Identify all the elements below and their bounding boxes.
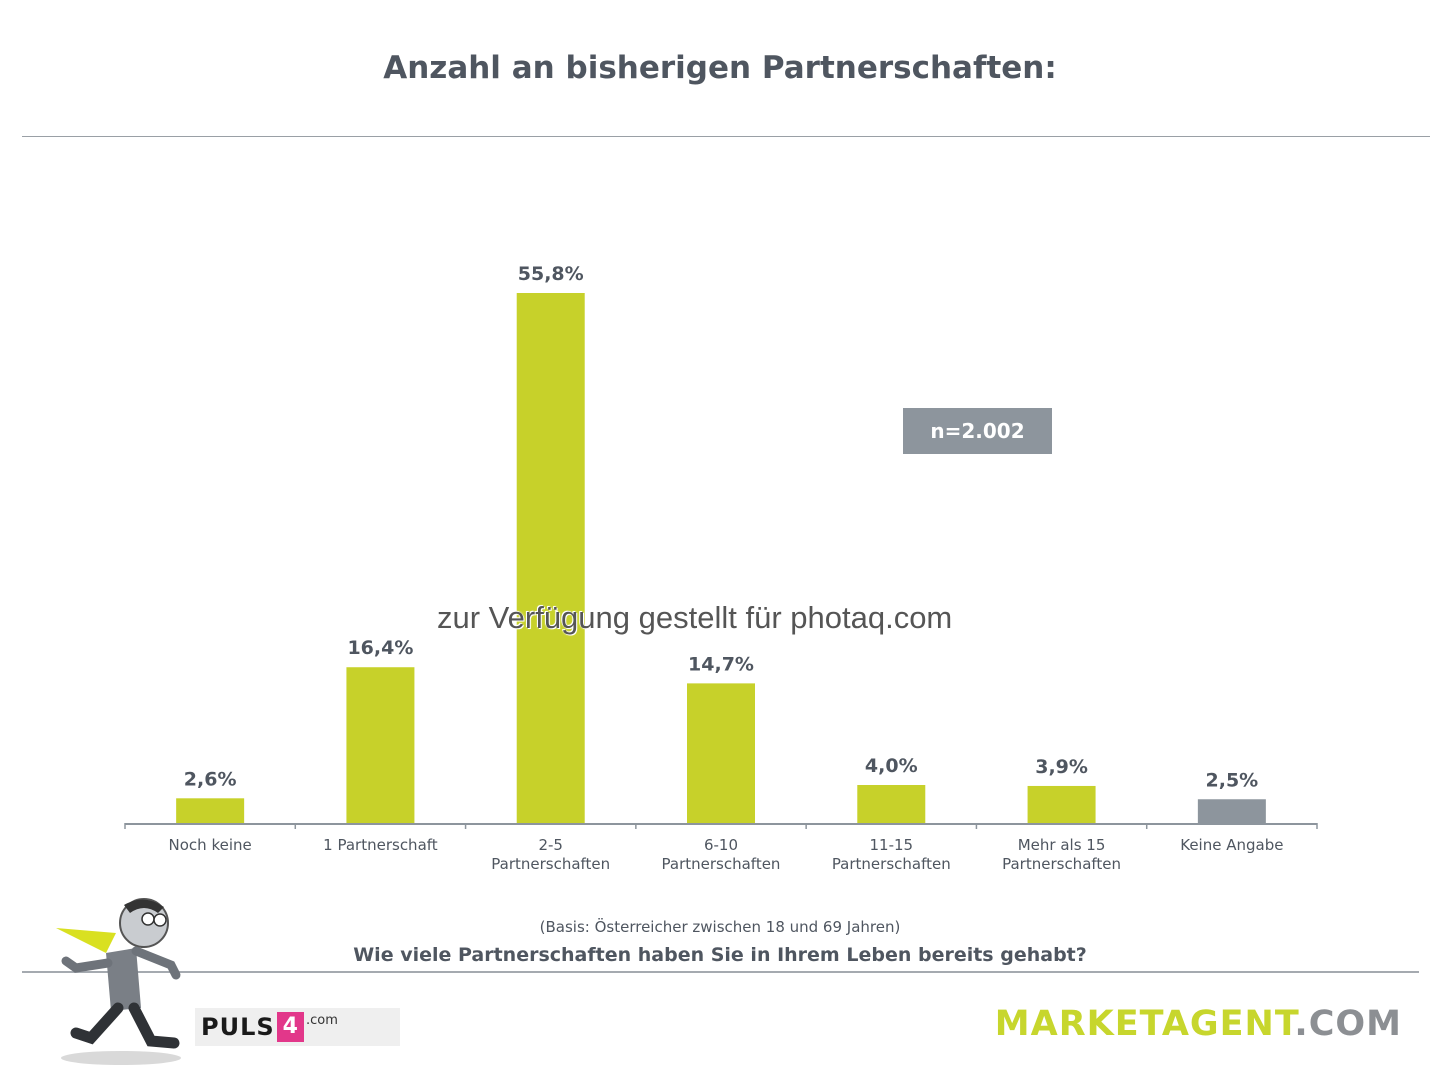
puls4-logo-dotcom: .com: [305, 1013, 338, 1028]
bar-0: [176, 798, 245, 823]
marketagent-logo-suffix: .COM: [1294, 1004, 1402, 1044]
category-label-2-1: Partnerschaften: [491, 855, 610, 873]
bottom-divider: [22, 971, 1419, 973]
category-label-6-0: Keine Angabe: [1180, 836, 1283, 854]
category-label-5-0: Mehr als 15: [1018, 836, 1106, 854]
chart-title: Anzahl an bisherigen Partnerschaften:: [383, 50, 1057, 86]
puls4-logo-four: 4: [276, 1012, 304, 1042]
category-label-3-1: Partnerschaften: [662, 855, 781, 873]
basis-note: (Basis: Österreicher zwischen 18 und 69 …: [539, 918, 901, 936]
marketagent-logo-main: MARKETAGENT: [994, 1004, 1295, 1044]
sample-size-badge: n=2.002: [903, 408, 1052, 454]
puls4-logo: PULS 4 .com: [195, 1008, 400, 1046]
category-label-1-0: 1 Partnerschaft: [323, 836, 438, 854]
category-label-2-0: 2-5: [538, 836, 563, 854]
category-label-4-1: Partnerschaften: [832, 855, 951, 873]
value-label-1: 16,4%: [347, 637, 413, 659]
value-label-6: 2,5%: [1206, 769, 1259, 791]
top-divider: [22, 136, 1430, 137]
bar-2: [516, 293, 585, 823]
bar-6: [1197, 799, 1266, 823]
bar-5: [1027, 785, 1096, 823]
value-label-2: 55,8%: [518, 263, 584, 285]
category-label-3-0: 6-10: [704, 836, 738, 854]
puls4-logo-word: PULS: [201, 1013, 275, 1041]
category-label-0-0: Noch keine: [169, 836, 252, 854]
value-label-4: 4,0%: [865, 755, 918, 777]
value-label-5: 3,9%: [1035, 756, 1088, 778]
survey-question: Wie viele Partnerschaften haben Sie in I…: [353, 944, 1087, 966]
bar-4: [857, 785, 926, 823]
bar-3: [687, 683, 755, 823]
category-label-5-1: Partnerschaften: [1002, 855, 1121, 873]
running-mascot-icon: [56, 898, 181, 1065]
category-label-4-0: 11-15: [869, 836, 913, 854]
value-label-0: 2,6%: [184, 768, 237, 790]
bar-chart: 2,6% Noch keine 16,4% 1 Partnerschaft 55,8% 2…: [124, 263, 1318, 873]
bar-1: [346, 667, 415, 823]
watermark-text: zur Verfügung gestellt für photaq.com: [437, 600, 953, 635]
marketagent-logo: MARKETAGENT.COM: [995, 1004, 1402, 1044]
value-label-3: 14,7%: [688, 653, 754, 675]
